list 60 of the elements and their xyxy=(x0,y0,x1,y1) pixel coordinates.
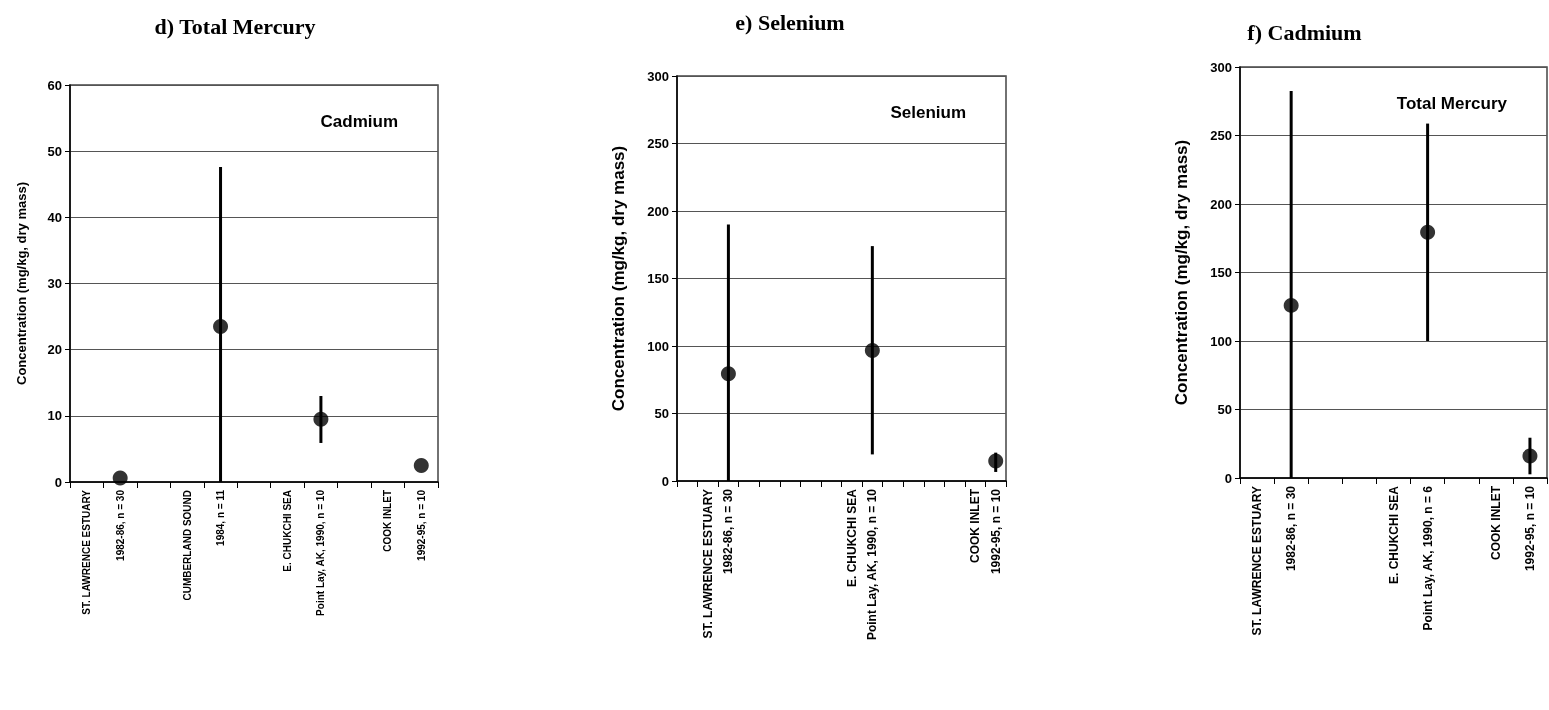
y-tick-label: 50 xyxy=(1217,402,1232,417)
y-tick-label: 40 xyxy=(47,209,62,225)
point xyxy=(413,457,429,473)
x-tick-label: Point Lay, AK, 1990, n = 10 xyxy=(315,489,327,616)
y-tick-label: 200 xyxy=(1210,196,1232,212)
y-tick-label: 60 xyxy=(47,77,62,93)
chart-title: d) Total Mercury xyxy=(154,13,316,39)
chart-title: f) Cadmium xyxy=(1247,19,1362,45)
x-tick-label: COOK INLET xyxy=(968,488,983,563)
y-axis-title: Concentration (mg/kg, dry mass) xyxy=(609,145,628,412)
x-tick-label: Point Lay, AK, 1990, n = 6 xyxy=(1420,485,1435,631)
y-tick-label: 250 xyxy=(1210,128,1232,143)
point xyxy=(112,470,128,486)
x-tick-label: COOK INLET xyxy=(382,490,394,552)
y-tick-label: 150 xyxy=(647,271,669,286)
point xyxy=(988,453,1004,469)
x-tick-label: ST. LAWRENCE ESTUARY xyxy=(700,489,715,639)
point xyxy=(1283,297,1299,313)
chart-title: e) Selenium xyxy=(735,9,845,35)
annotation: Selenium xyxy=(890,103,967,122)
x-tick-label: 1992-95, n = 10 xyxy=(1522,485,1537,572)
x-tick-label: 1982-86, n = 30 xyxy=(721,488,736,575)
y-tick-label: 10 xyxy=(47,408,62,424)
y-tick-label: 30 xyxy=(47,276,62,291)
x-tick-label: Point Lay, AK, 1990, n = 10 xyxy=(865,488,880,641)
point xyxy=(1420,224,1436,240)
x-tick-label: 1992-95, n = 10 xyxy=(988,488,1003,575)
point xyxy=(213,319,229,334)
x-tick-label: 1992-95, n = 10 xyxy=(415,489,427,561)
point xyxy=(1522,448,1538,464)
x-tick-label: E. CHUKCHI SEA xyxy=(844,488,859,588)
y-tick-label: 50 xyxy=(654,406,669,421)
y-tick-label: 150 xyxy=(1210,265,1232,280)
y-tick-label: 100 xyxy=(647,338,669,354)
annotation: Cadmium xyxy=(320,112,399,131)
y-tick-label: 20 xyxy=(47,342,62,358)
y-tick-label: 300 xyxy=(647,68,669,84)
y-axis-title: Concentration (mg/kg, dry mass) xyxy=(1172,139,1191,406)
point xyxy=(313,411,329,427)
y-tick-label: 300 xyxy=(1210,59,1232,75)
y-tick-label: 0 xyxy=(1224,470,1232,486)
y-tick-label: 250 xyxy=(647,136,669,151)
x-tick-label: 1984, n = 11 xyxy=(215,489,227,546)
y-axis-title: Concentration (mg/kg, dry mass) xyxy=(14,182,29,385)
y-tick-label: 0 xyxy=(54,474,62,490)
x-tick-label: 1982-86, n = 30 xyxy=(114,489,126,561)
x-tick-label: CUMBERLAND SOUND xyxy=(181,490,193,601)
x-tick-label: E. CHUKCHI SEA xyxy=(1386,485,1401,585)
x-tick-label: ST. LAWRENCE ESTUARY xyxy=(81,489,93,615)
x-tick-label: 1982-86, n = 30 xyxy=(1284,485,1299,572)
y-tick-label: 0 xyxy=(661,473,669,489)
x-tick-label: ST. LAWRENCE ESTUARY xyxy=(1250,486,1265,636)
point xyxy=(720,366,736,382)
y-tick-label: 50 xyxy=(47,143,62,159)
x-tick-label: E. CHUKCHI SEA xyxy=(281,490,293,572)
x-tick-label: COOK INLET xyxy=(1488,485,1503,560)
y-tick-label: 200 xyxy=(647,203,669,219)
y-tick-label: 100 xyxy=(1210,333,1232,349)
annotation: Total Mercury xyxy=(1396,94,1508,113)
point xyxy=(864,342,880,358)
